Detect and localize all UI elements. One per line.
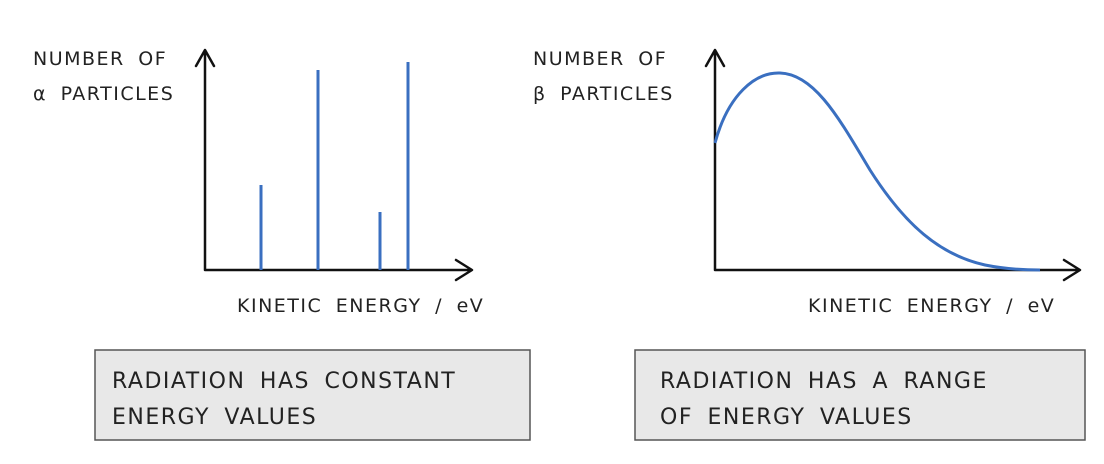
left-panel: NUMBER OF α PARTICLES KINETIC ENERGY / e… (33, 48, 531, 441)
caption: RADIATION HAS CONSTANT (112, 369, 456, 394)
caption: RADIATION HAS A RANGE (660, 369, 988, 394)
y-label: NUMBER OF (533, 48, 667, 70)
axes (704, 48, 1082, 282)
x-label: KINETIC ENERGY / eV (237, 295, 484, 317)
energy-curve (713, 71, 1041, 272)
right-panel: NUMBER OF β PARTICLES KINETIC ENERGY / e… (533, 48, 1086, 441)
x-label: KINETIC ENERGY / eV (808, 295, 1055, 317)
y-label: NUMBER OF (33, 48, 167, 70)
axes (194, 48, 474, 282)
y-label: α PARTICLES (33, 83, 174, 105)
caption: ENERGY VALUES (112, 405, 317, 430)
y-label: β PARTICLES (533, 83, 674, 105)
caption-box (94, 349, 531, 441)
caption-box (634, 349, 1086, 441)
caption: OF ENERGY VALUES (660, 405, 913, 430)
